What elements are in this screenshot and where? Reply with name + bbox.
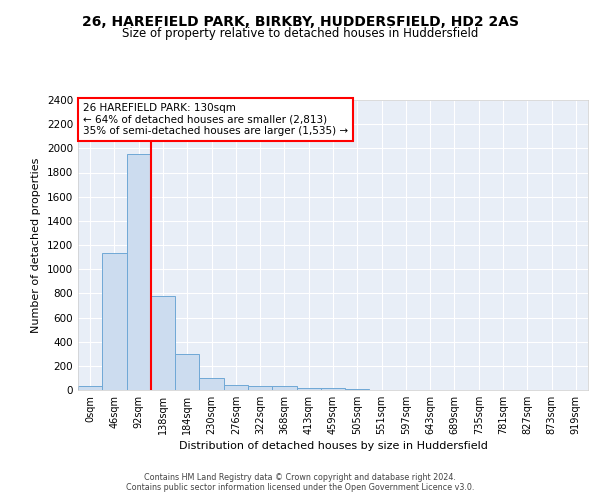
Text: Size of property relative to detached houses in Huddersfield: Size of property relative to detached ho… [122,28,478,40]
Bar [248,386,272,390]
Bar [272,386,296,390]
X-axis label: Distribution of detached houses by size in Huddersfield: Distribution of detached houses by size … [179,441,487,451]
Y-axis label: Number of detached properties: Number of detached properties [31,158,41,332]
Text: 26 HAREFIELD PARK: 130sqm
← 64% of detached houses are smaller (2,813)
35% of se: 26 HAREFIELD PARK: 130sqm ← 64% of detac… [83,103,348,136]
Text: Contains HM Land Registry data © Crown copyright and database right 2024.
Contai: Contains HM Land Registry data © Crown c… [126,473,474,492]
Bar [127,154,151,390]
Bar [321,388,345,390]
Bar [102,254,127,390]
Bar [296,388,321,390]
Bar [78,386,102,390]
Bar [224,384,248,390]
Bar [175,354,199,390]
Bar [151,296,175,390]
Text: 26, HAREFIELD PARK, BIRKBY, HUDDERSFIELD, HD2 2AS: 26, HAREFIELD PARK, BIRKBY, HUDDERSFIELD… [82,15,518,29]
Bar [199,378,224,390]
